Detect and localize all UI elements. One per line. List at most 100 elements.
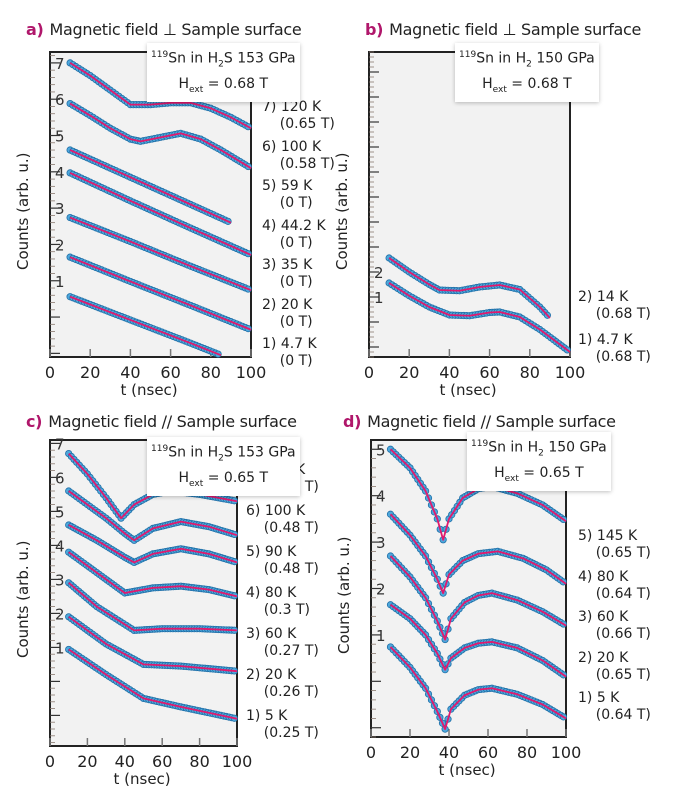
sample-sup: 119 [151, 444, 169, 454]
x-tick-label: 80 [520, 363, 540, 382]
x-tick-label: 100 [551, 743, 582, 762]
x-tick-label: 80 [189, 752, 209, 771]
plot-area: 120 20 40 60 80 100 [364, 51, 585, 382]
trace-label: 4) 44.2 K (0 T) [262, 217, 326, 251]
panel-title: c) Magnetic field // Sample surface [26, 412, 297, 431]
panel-title: b) Magnetic field ⊥ Sample surface [365, 20, 641, 39]
y-tick-label: 2 [55, 236, 65, 254]
sample-post: S 153 GPa [223, 50, 296, 67]
field-field_value: = 0.68 T [203, 76, 269, 93]
sample-line: 119Sn in H2 150 GPa [459, 45, 595, 74]
trace-label: 1) 4.7 K (0 T) [262, 336, 317, 369]
x-tick-label: 0 [366, 743, 376, 762]
fit-curve [389, 513, 567, 595]
x-axis-label: t (nsec) [120, 381, 178, 399]
trace-label: 1) 4.7 K (0.68 T) [578, 332, 651, 365]
x-tick-label: 100 [222, 752, 253, 771]
field-line: Hext = 0.68 T [459, 74, 595, 100]
y-axis-label: Counts (arb. u.) [333, 151, 351, 270]
fit-curve [68, 616, 238, 673]
panel-letter: a) [26, 20, 44, 39]
sample-info-box: 119Sn in H2 150 GPa Hext = 0.65 T [467, 432, 611, 492]
trace-label: 1) 5 K (0.64 T) [578, 690, 651, 723]
y-tick-label: 1 [376, 627, 386, 645]
field-field_sub: ext [504, 474, 519, 485]
x-tick-label: 80 [201, 363, 221, 382]
fit-curve [389, 604, 567, 678]
panel-title-text: Magnetic field // Sample surface [48, 412, 297, 431]
sample-post: 150 GPa [543, 439, 607, 456]
x-tick-label: 0 [45, 752, 55, 771]
y-tick-label: 7 [55, 55, 65, 73]
y-tick-label: 4 [55, 164, 65, 182]
y-axis-label: Counts (arb. u.) [335, 535, 353, 654]
y-tick-label: 7 [55, 435, 65, 453]
fit-curve [68, 648, 238, 720]
x-tick-label: 60 [152, 752, 172, 771]
fit-curve [68, 524, 238, 564]
x-tick-label: 0 [364, 363, 374, 382]
sample-sup: 119 [471, 439, 489, 449]
x-tick-label: 100 [555, 363, 586, 382]
x-tick-label: 60 [160, 363, 180, 382]
y-tick-label: 1 [55, 273, 65, 291]
field-field_sub: ext [492, 85, 507, 96]
trace-label: 4) 80 K (0.64 T) [578, 568, 651, 602]
x-tick-label: 40 [439, 743, 459, 762]
panel-title: d) Magnetic field // Sample surface [343, 412, 616, 431]
trace-label: 3) 35 K (0 T) [262, 257, 313, 290]
sample-info-box: 119Sn in H2 150 GPa Hext = 0.68 T [455, 43, 599, 103]
fit-curve [69, 102, 252, 169]
y-tick-label: 1 [374, 289, 384, 307]
trace-label: 5) 145 K (0.65 T) [578, 528, 651, 561]
fit-curve [69, 295, 222, 357]
field-field_value: = 0.65 T [518, 465, 584, 482]
fit-curve [68, 490, 238, 542]
trace-label: 2) 14 K (0.68 T) [578, 289, 651, 322]
x-tick-label: 100 [236, 363, 267, 382]
sample-post: S 153 GPa [223, 444, 296, 461]
sample-info-box: 119Sn in H2S 153 GPa Hext = 0.68 T [147, 43, 300, 103]
sample-sub: 2 [538, 448, 544, 459]
y-tick-label: 5 [376, 441, 386, 459]
sample-pre: Sn in H [488, 439, 539, 456]
sample-line: 119Sn in H2S 153 GPa [151, 439, 296, 468]
trace-label: 2) 20 K (0.26 T) [246, 667, 319, 700]
field-field_value: = 0.65 T [203, 470, 269, 487]
field-field: H [178, 76, 190, 93]
trace-label: 3) 60 K (0.66 T) [578, 609, 651, 642]
field-field: H [494, 465, 505, 482]
y-axis-label: Counts (arb. u.) [14, 151, 32, 270]
field-line: Hext = 0.65 T [471, 463, 607, 489]
y-tick-label: 1 [55, 639, 65, 657]
field-field_sub: ext [189, 85, 204, 96]
x-axis-label: t (nsec) [113, 770, 171, 788]
y-tick-label: 2 [55, 605, 65, 623]
sample-sub: 2 [526, 59, 532, 70]
panel-letter: d) [343, 412, 362, 431]
x-axis-label: t (nsec) [438, 761, 496, 779]
trace-label: 4) 80 K (0.3 T) [246, 585, 310, 618]
fit-curve [388, 257, 551, 319]
y-tick-label: 3 [55, 200, 65, 218]
field-field: H [482, 76, 493, 93]
y-tick-label: 2 [376, 581, 386, 599]
y-tick-label: 5 [55, 503, 65, 521]
field-field: H [178, 470, 190, 487]
panel-letter: c) [26, 412, 43, 431]
fit-curve [69, 256, 252, 331]
x-axis-label: t (nsec) [439, 381, 497, 399]
trace-label: 5) 90 K (0.48 T) [246, 544, 319, 577]
sample-pre: Sn in H [168, 50, 219, 67]
plot-area: 1 2 3 4 5 6 7 0 20 40 60 80 100 [45, 435, 252, 771]
fit-curve [68, 551, 238, 598]
y-tick-label: 6 [55, 469, 65, 487]
trace-label: 7) 120 K (0.65 T) [262, 99, 335, 132]
x-tick-label: 60 [478, 743, 498, 762]
y-tick-label: 3 [55, 571, 65, 589]
sample-line: 119Sn in H2 150 GPa [471, 434, 607, 463]
sample-sub: 2 [218, 453, 224, 464]
y-tick-label: 5 [55, 128, 65, 146]
fit-curve [69, 172, 252, 256]
